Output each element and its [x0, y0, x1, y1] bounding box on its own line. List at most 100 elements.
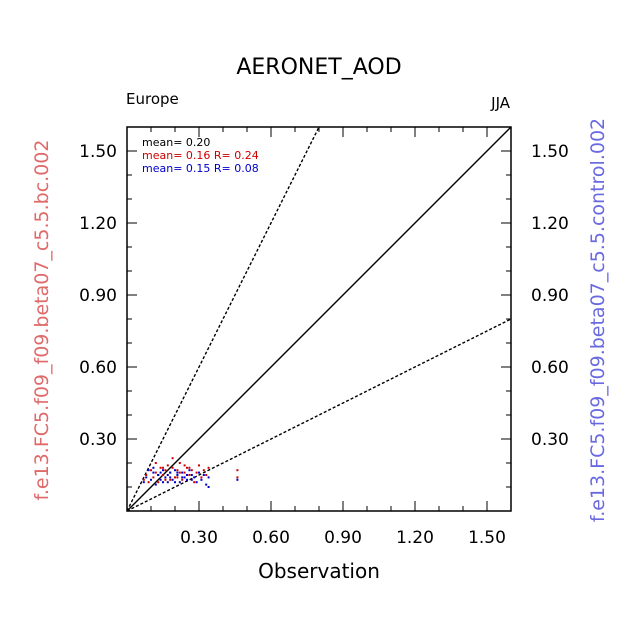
point-control — [147, 469, 150, 472]
point-control — [162, 469, 164, 472]
stat-line: mean= 0.15 R= 0.08 — [142, 162, 259, 175]
point-bc — [178, 471, 181, 474]
point-control — [154, 483, 157, 486]
point-control — [145, 476, 148, 479]
point-bc — [171, 457, 174, 460]
point-control — [186, 478, 188, 481]
point-bc — [176, 469, 179, 472]
point-bc — [198, 464, 200, 467]
point-control — [142, 481, 145, 484]
point-bc — [202, 469, 205, 472]
x-tick-label: 1.50 — [468, 528, 506, 548]
x-tick-label: 0.60 — [252, 528, 290, 548]
point-bc — [145, 474, 148, 476]
point-control — [152, 466, 155, 469]
point-bc — [186, 466, 188, 469]
point-bc — [166, 464, 169, 467]
x-tick-label: 1.20 — [396, 528, 434, 548]
point-control — [200, 478, 203, 481]
y-tick-label-left: 0.30 — [79, 430, 117, 450]
point-control — [159, 478, 162, 481]
reference-lines — [126, 126, 512, 512]
point-control — [183, 476, 186, 479]
point-control — [186, 474, 188, 476]
point-bc — [207, 466, 210, 469]
point-bc — [154, 471, 157, 474]
point-bc — [188, 466, 191, 469]
y-axis-label-right: f.e13.FC5.f09_f09.beta07_c5.5.control.00… — [587, 118, 609, 522]
point-control — [205, 483, 208, 486]
point-control — [190, 478, 193, 481]
ratio-line — [126, 126, 320, 512]
point-control — [174, 481, 176, 484]
point-bc — [171, 466, 174, 469]
point-control — [176, 474, 179, 476]
point-bc — [154, 462, 157, 464]
ratio-line — [126, 318, 512, 512]
point-control — [152, 471, 155, 474]
point-control — [169, 471, 172, 474]
stat-line: mean= 0.16 R= 0.24 — [142, 149, 259, 162]
point-control — [181, 471, 184, 474]
point-bc — [236, 476, 239, 479]
y-tick-label-right: 0.30 — [531, 430, 569, 450]
point-bc — [159, 466, 162, 469]
point-control — [202, 474, 205, 476]
point-bc — [157, 481, 160, 484]
point-bc — [181, 478, 184, 481]
y-tick-label-right: 0.90 — [531, 286, 569, 306]
point-bc — [200, 476, 203, 479]
point-control — [174, 469, 176, 472]
point-control — [166, 474, 169, 476]
point-control — [164, 476, 167, 479]
y-tick-label-left: 0.60 — [79, 358, 117, 378]
point-bc — [164, 469, 167, 472]
point-bc — [183, 464, 186, 467]
point-bc — [193, 481, 196, 484]
point-control — [190, 474, 193, 476]
point-bc — [164, 478, 167, 481]
point-control — [150, 478, 152, 481]
point-bc — [162, 474, 164, 476]
point-control — [178, 481, 181, 484]
point-bc — [174, 476, 176, 479]
point-control — [166, 481, 169, 484]
point-bc — [176, 476, 179, 479]
point-control — [181, 476, 184, 479]
point-control — [188, 469, 191, 472]
point-control — [236, 478, 239, 481]
y-tick-label-right: 1.20 — [531, 214, 569, 234]
x-tick-label: 0.90 — [324, 528, 362, 548]
season-label: JJA — [490, 94, 511, 112]
y-tick-label-right: 0.60 — [531, 358, 569, 378]
chart-title: AERONET_AOD — [236, 55, 401, 80]
y-tick-label-left: 1.20 — [79, 214, 117, 234]
point-bc — [162, 466, 164, 469]
point-control — [162, 481, 164, 484]
y-tick-label-right: 1.50 — [531, 142, 569, 162]
region-label: Europe — [126, 90, 179, 108]
point-bc — [183, 471, 186, 474]
point-control — [157, 474, 160, 476]
point-control — [171, 478, 174, 481]
point-control — [169, 476, 172, 479]
point-bc — [152, 476, 155, 479]
stat-line: mean= 0.20 — [142, 136, 210, 149]
point-bc — [147, 481, 150, 484]
point-control — [159, 471, 162, 474]
point-control — [176, 471, 179, 474]
point-control — [193, 476, 196, 479]
point-control — [198, 471, 200, 474]
point-bc — [190, 469, 193, 472]
y-tick-label-left: 0.90 — [79, 286, 117, 306]
y-axis-label-left: f.e13.FC5.f09_f09.beta07_c5.5.bc.002 — [31, 140, 53, 501]
plot-frame — [126, 126, 512, 512]
point-bc — [188, 474, 191, 476]
point-control — [195, 481, 198, 484]
point-control — [207, 476, 210, 479]
point-bc — [236, 469, 239, 472]
scatter-points — [142, 457, 239, 488]
x-axis-label: Observation — [258, 559, 380, 583]
point-bc — [205, 474, 208, 476]
